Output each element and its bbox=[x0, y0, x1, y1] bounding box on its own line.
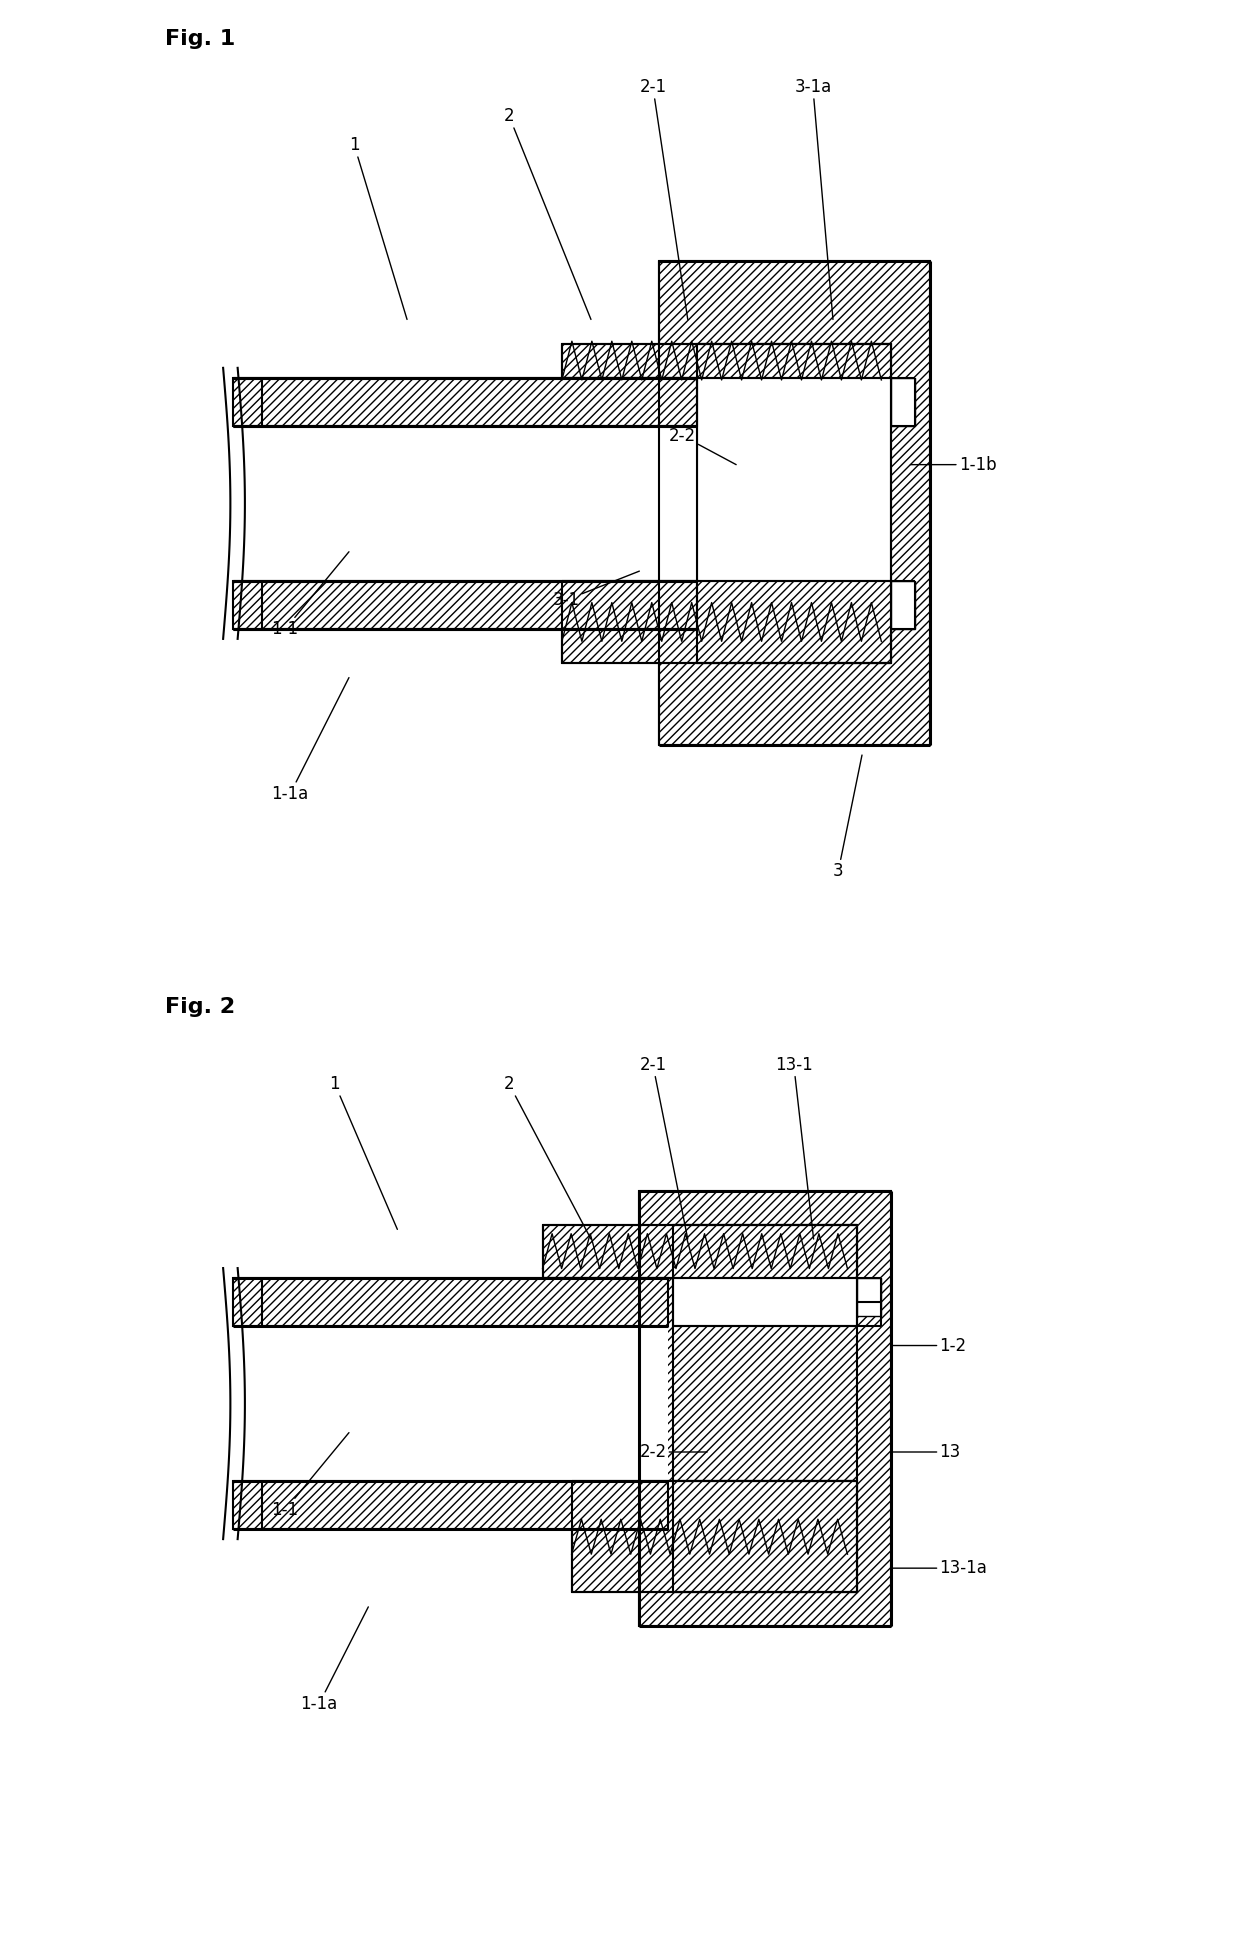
Text: 1-1: 1-1 bbox=[272, 552, 348, 639]
Bar bbox=[233, 426, 697, 581]
Text: 3: 3 bbox=[833, 755, 862, 881]
Bar bbox=[233, 1278, 668, 1326]
Text: 2: 2 bbox=[503, 1074, 591, 1239]
Text: 1-1: 1-1 bbox=[272, 1433, 348, 1520]
Bar bbox=[892, 581, 915, 629]
Text: 1-1a: 1-1a bbox=[300, 1607, 368, 1713]
Text: 1-1a: 1-1a bbox=[272, 678, 348, 803]
Bar bbox=[673, 1225, 857, 1326]
Bar bbox=[658, 261, 930, 745]
Text: 2-2: 2-2 bbox=[640, 1442, 707, 1462]
Text: 2-1: 2-1 bbox=[640, 1055, 688, 1239]
Text: 2-1: 2-1 bbox=[640, 77, 688, 319]
Text: 3-1: 3-1 bbox=[552, 571, 640, 610]
Bar bbox=[892, 378, 915, 426]
Text: Fig. 1: Fig. 1 bbox=[165, 29, 236, 48]
Text: 2-2: 2-2 bbox=[668, 426, 737, 465]
Text: 1: 1 bbox=[348, 136, 407, 319]
Text: 1: 1 bbox=[330, 1074, 397, 1229]
Bar bbox=[857, 1278, 882, 1316]
Text: 13: 13 bbox=[892, 1442, 961, 1462]
Bar bbox=[640, 1191, 892, 1626]
Text: 1-2: 1-2 bbox=[892, 1336, 966, 1355]
Text: 3-1a: 3-1a bbox=[795, 77, 833, 319]
Text: 1-1b: 1-1b bbox=[910, 455, 997, 474]
Text: Fig. 2: Fig. 2 bbox=[165, 997, 236, 1016]
Bar bbox=[562, 343, 892, 378]
Bar bbox=[233, 1481, 668, 1529]
Bar bbox=[673, 1481, 857, 1591]
Bar bbox=[697, 343, 892, 662]
Bar bbox=[572, 1481, 857, 1591]
Bar bbox=[233, 1326, 668, 1481]
Bar bbox=[562, 581, 892, 662]
Bar bbox=[233, 581, 697, 629]
Text: 13-1a: 13-1a bbox=[892, 1558, 987, 1578]
Text: 2: 2 bbox=[503, 106, 591, 319]
Text: 13-1: 13-1 bbox=[775, 1055, 813, 1239]
Bar bbox=[233, 378, 697, 426]
Bar bbox=[543, 1225, 857, 1278]
